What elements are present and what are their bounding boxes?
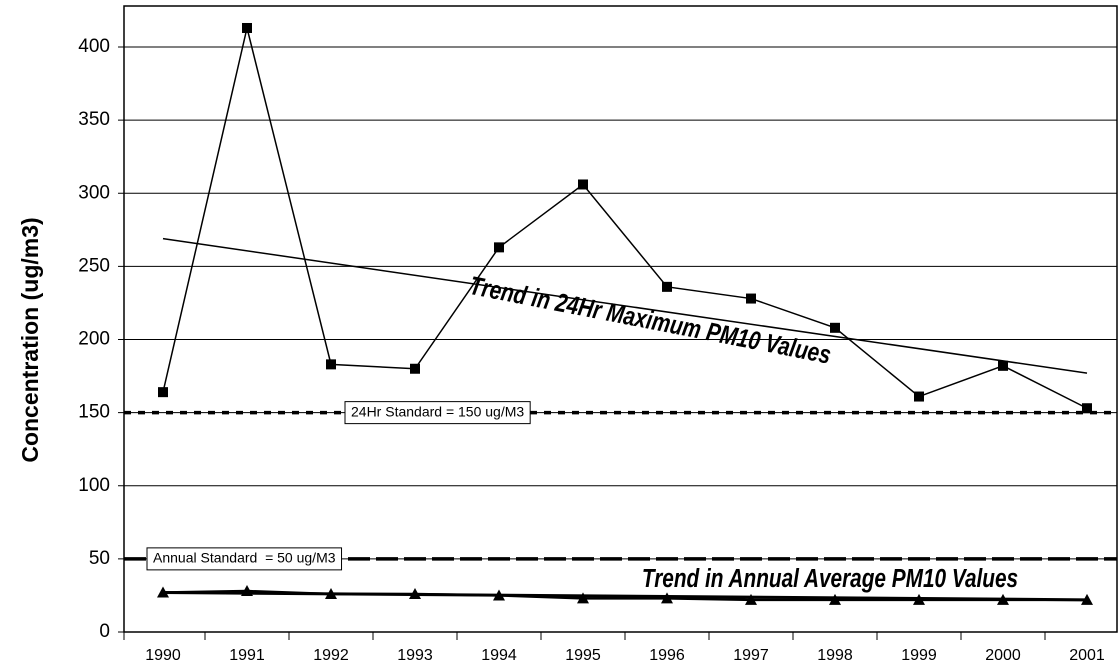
marker — [746, 293, 756, 304]
marker — [493, 589, 505, 601]
marker — [830, 322, 840, 333]
x-tick-label: 1996 — [649, 647, 685, 664]
trend-annotation: Trend in Annual Average PM10 Values — [642, 564, 1018, 593]
x-tick-label: 1994 — [481, 647, 517, 664]
marker — [241, 585, 253, 597]
x-tick-label: 1993 — [397, 647, 433, 664]
x-tick-label: 1999 — [901, 647, 937, 664]
y-tick-label: 350 — [78, 109, 110, 130]
y-tick-label: 200 — [78, 329, 110, 350]
y-axis-label: Concentration (ug/m3) — [17, 217, 43, 462]
marker — [997, 593, 1009, 605]
marker — [242, 22, 252, 33]
y-tick-label: 400 — [78, 36, 110, 57]
marker — [158, 387, 168, 398]
y-tick-label: 250 — [78, 255, 110, 276]
trend-line — [162, 237, 1088, 374]
marker — [409, 587, 421, 599]
marker — [577, 592, 589, 604]
marker — [662, 281, 672, 292]
y-tick-label: 150 — [78, 402, 110, 423]
x-tick-label: 2000 — [985, 647, 1021, 664]
x-tick-label: 1992 — [313, 647, 349, 664]
series-line — [162, 27, 1088, 409]
marker — [913, 593, 925, 605]
reference-label-text: Annual Standard = 50 ug/M3 — [153, 550, 336, 566]
reference-label: Annual Standard = 50 ug/M3 — [146, 547, 343, 571]
marker — [829, 593, 841, 605]
y-tick-label: 100 — [78, 475, 110, 496]
plot-area — [123, 5, 1118, 633]
reference-label-text: 24Hr Standard = 150 ug/M3 — [351, 403, 524, 419]
x-tick-label: 1990 — [145, 647, 181, 664]
x-tick-label: 2001 — [1069, 647, 1105, 664]
x-tick-label: 1997 — [733, 647, 769, 664]
marker — [410, 363, 420, 374]
marker — [494, 242, 504, 253]
x-tick-label: 1995 — [565, 647, 601, 664]
y-tick-label: 50 — [89, 548, 110, 569]
marker — [326, 359, 336, 370]
series-line — [162, 589, 1087, 602]
marker — [998, 360, 1008, 371]
marker — [157, 586, 169, 598]
marker — [1082, 403, 1092, 414]
reference-label-box — [146, 547, 343, 571]
marker — [914, 391, 924, 402]
y-tick-label: 0 — [99, 621, 110, 642]
marker — [661, 592, 673, 604]
marker — [1081, 593, 1093, 605]
reference-label-box — [344, 401, 531, 425]
marker — [325, 587, 337, 599]
x-tick-label: 1991 — [229, 647, 265, 664]
marker — [745, 593, 757, 605]
x-tick-label: 1998 — [817, 647, 853, 664]
marker — [578, 179, 588, 190]
y-tick-label: 300 — [78, 182, 110, 203]
reference-label: 24Hr Standard = 150 ug/M3 — [344, 401, 531, 425]
